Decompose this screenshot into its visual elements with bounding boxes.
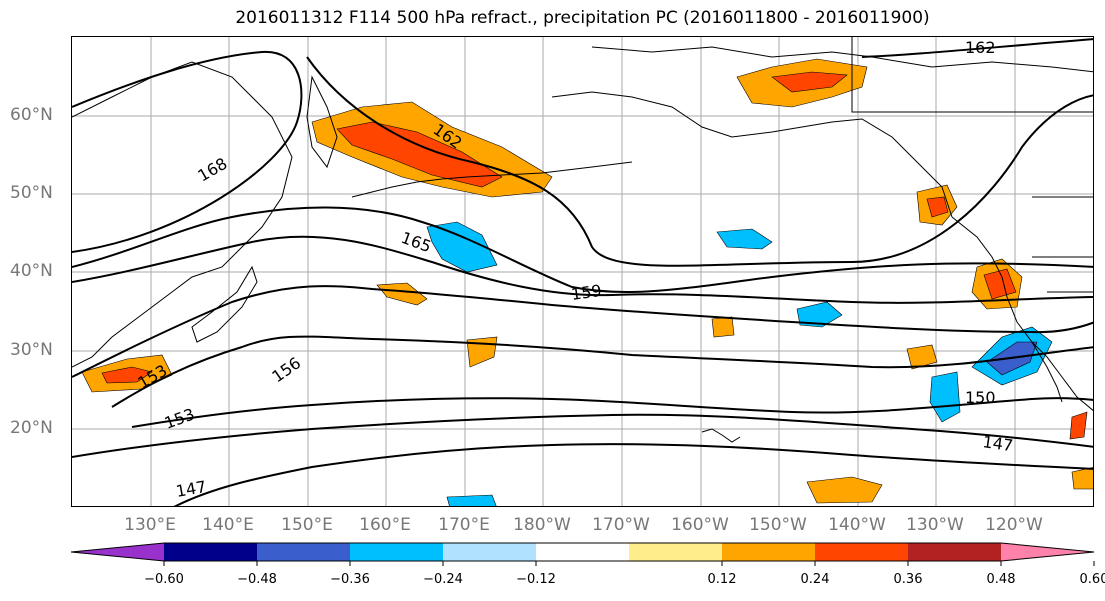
lat-label: 30°N bbox=[10, 340, 53, 360]
map-canvas: 162 162 168 165 159 156 153 153 150 147 … bbox=[72, 37, 1093, 506]
lon-label: 170°E bbox=[438, 515, 490, 535]
colorbar-tick-label: −0.36 bbox=[330, 572, 370, 587]
lat-label: 50°N bbox=[10, 183, 53, 203]
contour-label: 147 bbox=[174, 477, 207, 501]
lon-label: 140°E bbox=[202, 515, 254, 535]
colorbar-outline bbox=[70, 542, 1095, 562]
contour-label: 147 bbox=[981, 432, 1014, 455]
colorbar-segment bbox=[443, 543, 536, 561]
colorbar-segment bbox=[722, 543, 815, 561]
colorbar-segment bbox=[815, 543, 908, 561]
lat-label: 60°N bbox=[10, 105, 53, 125]
colorbar-segment bbox=[71, 543, 164, 561]
lon-label: 160°E bbox=[359, 515, 411, 535]
lon-label: 170°W bbox=[592, 515, 650, 535]
lon-label: 130°W bbox=[906, 515, 964, 535]
contour-label: 156 bbox=[268, 353, 304, 386]
colorbar-tick-label: −0.60 bbox=[144, 572, 184, 587]
colorbar-tick-label: −0.24 bbox=[423, 572, 463, 587]
colorbar-segment bbox=[164, 543, 257, 561]
map-panel: 162 162 168 165 159 156 153 153 150 147 … bbox=[71, 36, 1094, 507]
colorbar-segment bbox=[257, 543, 350, 561]
lon-label: 130°E bbox=[124, 515, 176, 535]
colorbar-segment bbox=[1001, 543, 1094, 561]
colorbar-segments bbox=[70, 542, 1095, 566]
colorbar-tick-label: 0.24 bbox=[800, 572, 830, 587]
colorbar-tick-label: 0.12 bbox=[707, 572, 737, 587]
lon-label: 160°W bbox=[671, 515, 729, 535]
coastlines bbox=[72, 37, 1093, 443]
map-title: 2016011312 F114 500 hPa refract., precip… bbox=[235, 8, 930, 28]
precip-shading bbox=[81, 58, 1093, 506]
colorbar-tick-label: 0.36 bbox=[893, 572, 923, 587]
lon-label: 150°E bbox=[281, 515, 333, 535]
lon-label: 120°W bbox=[985, 515, 1043, 535]
contour-label: 162 bbox=[965, 38, 996, 57]
lon-label: 140°W bbox=[828, 515, 886, 535]
lon-label: 150°W bbox=[749, 515, 807, 535]
contour-labels: 162 162 168 165 159 156 153 153 150 147 … bbox=[135, 38, 1015, 501]
graticule bbox=[72, 37, 1093, 506]
colorbar-segment bbox=[629, 543, 722, 561]
lon-label: 180°W bbox=[513, 515, 571, 535]
colorbar-tick-label: −0.48 bbox=[237, 572, 277, 587]
contours bbox=[72, 38, 1093, 506]
lat-label: 20°N bbox=[10, 418, 53, 438]
contour-label: 168 bbox=[195, 154, 231, 186]
colorbar-tick-label: 0.48 bbox=[986, 572, 1016, 587]
contour-label: 150 bbox=[965, 388, 996, 407]
colorbar-segment bbox=[908, 543, 1001, 561]
colorbar-tick-label: 0.60 bbox=[1079, 572, 1105, 587]
colorbar-segment bbox=[536, 543, 629, 561]
lat-label: 40°N bbox=[10, 261, 53, 281]
colorbar-segment bbox=[350, 543, 443, 561]
colorbar-tick-label: −0.12 bbox=[516, 572, 556, 587]
contour-label: 159 bbox=[570, 281, 603, 304]
